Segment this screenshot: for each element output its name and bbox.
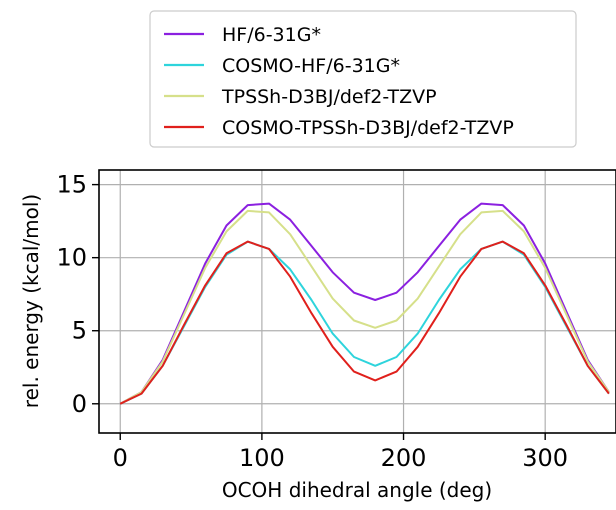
y-tick-label: 10 [56,244,87,272]
legend-label: COSMO-TPSSh-D3BJ/def2-TZVP [222,117,514,139]
legend-frame [149,10,577,148]
legend-label: HF/6-31G* [222,24,321,46]
series-line-3 [119,209,610,405]
series-line-1 [119,202,610,405]
x-tick-label: 300 [522,444,568,472]
x-tick-label: 200 [381,444,427,472]
x-axis-ticks: 0 100 200 300 [113,433,568,472]
series-line-4 [119,240,610,405]
legend-label: COSMO-HF/6-31G* [222,55,400,77]
y-tick-label: 15 [56,171,87,199]
x-axis-label: OCOH dihedral angle (deg) [222,478,492,502]
x-tick-label: 0 [113,444,128,472]
y-axis-label: rel. energy (kcal/mol) [19,194,43,408]
series-group [119,202,610,405]
legend-label: TPSSh-D3BJ/def2-TZVP [221,86,437,108]
y-tick-label: 0 [72,390,87,418]
x-tick-label: 100 [239,444,285,472]
y-axis-ticks: 0 5 10 15 [56,171,99,418]
plot-frame [98,169,616,434]
axes [98,169,616,434]
y-tick-label: 5 [72,317,87,345]
legend: HF/6-31G* COSMO-HF/6-31G* TPSSh-D3BJ/def2-… [149,10,577,148]
grid [99,170,616,433]
series-line-2 [119,240,610,405]
